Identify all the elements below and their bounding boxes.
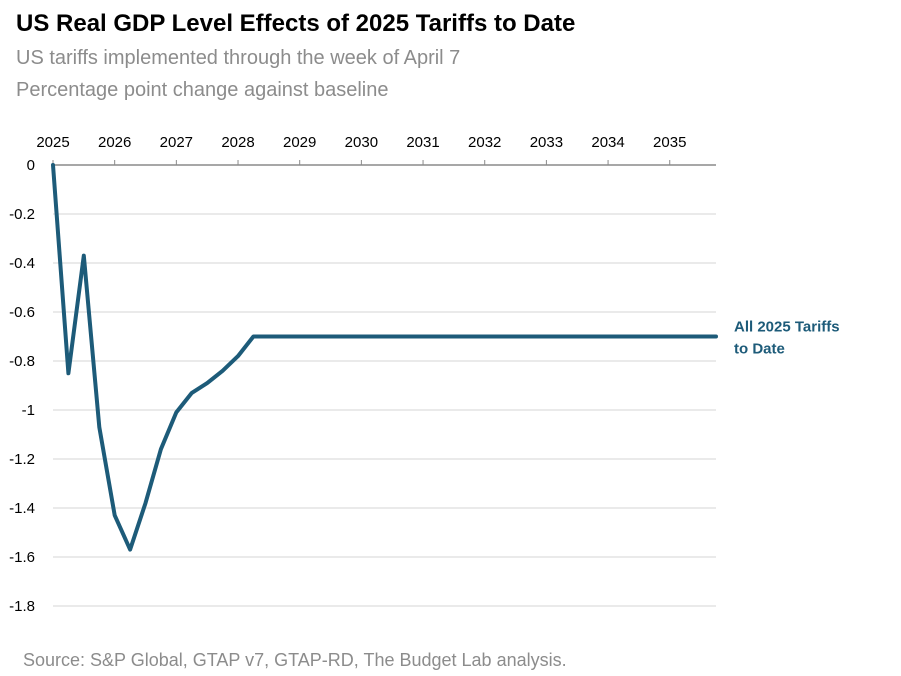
y-tick-label: -1 [22,402,35,419]
x-tick-label: 2025 [36,134,69,151]
series-label-line: All 2025 Tariffs [734,319,840,336]
series-label: All 2025 Tariffs to Date [734,319,840,358]
x-tick-label: 2035 [653,134,686,151]
x-tick-label: 2029 [283,134,316,151]
y-tick-label: -1.4 [9,500,35,517]
y-tick-label: -0.8 [9,353,35,370]
x-tick-label: 2033 [530,134,563,151]
x-tick-label: 2027 [160,134,193,151]
x-tick-label: 2032 [468,134,501,151]
gridlines [53,164,716,607]
series-labels: All 2025 Tariffs to Date [734,319,840,358]
x-tick-label: 2034 [591,134,624,151]
y-tick-label: -1.8 [9,598,35,615]
chart-source-note: Source: S&P Global, GTAP v7, GTAP-RD, Th… [23,650,567,670]
x-tick-label: 2030 [345,134,378,151]
series-lines [51,163,718,552]
y-tick-label: -0.4 [9,255,35,272]
chart-title: US Real GDP Level Effects of 2025 Tariff… [16,10,576,37]
series-label-line: to Date [734,341,785,358]
x-tick-label: 2026 [98,134,131,151]
y-tick-label: -0.6 [9,304,35,321]
x-axis-ticks: 2025 2026 2027 2028 2029 2030 2031 2032 2033 2034… [36,134,686,165]
chart-subtitle-line-2: Percentage point change against baseline [16,79,389,101]
x-tick-label: 2028 [221,134,254,151]
chart-subtitle-line-1: US tariffs implemented through the week … [16,47,461,69]
series-line [51,163,718,552]
y-tick-label: 0 [27,157,35,174]
y-tick-label: -1.2 [9,451,35,468]
y-axis-ticks: 0 -0.2 -0.4 -0.6 -0.8 -1 -1.2 -1.4 -1.6 -1.8 [9,157,35,615]
y-tick-label: -0.2 [9,206,35,223]
x-tick-label: 2031 [406,134,439,151]
y-tick-label: -1.6 [9,549,35,566]
